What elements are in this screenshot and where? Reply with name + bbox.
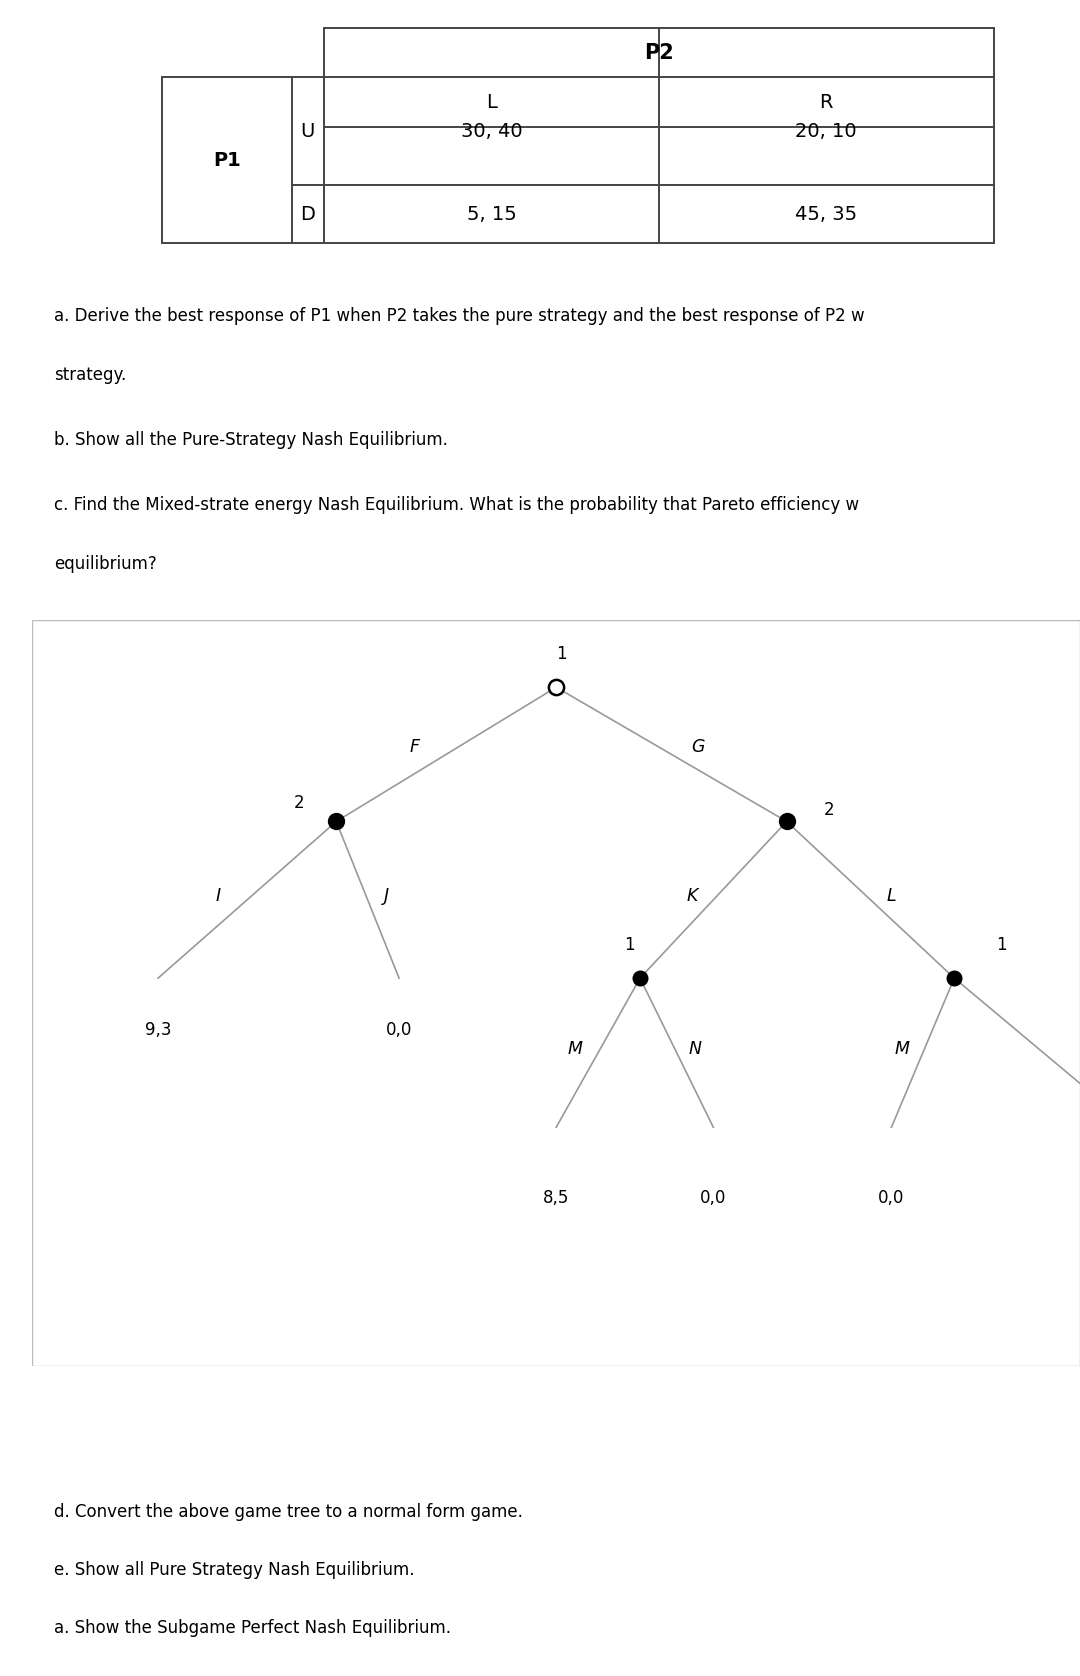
Point — [632, 965, 649, 992]
Text: R: R — [820, 92, 833, 112]
Text: 0,0: 0,0 — [386, 1021, 413, 1039]
Point — [946, 965, 963, 992]
Text: 2: 2 — [294, 794, 305, 811]
Text: 20, 10: 20, 10 — [795, 122, 858, 141]
Point — [548, 674, 565, 701]
Text: a. Show the Subgame Perfect Nash Equilibrium.: a. Show the Subgame Perfect Nash Equilib… — [54, 1619, 451, 1637]
Text: 0,0: 0,0 — [878, 1190, 905, 1207]
Text: I: I — [215, 887, 220, 905]
Text: 1: 1 — [624, 935, 635, 954]
Text: L: L — [486, 92, 497, 112]
Bar — [162, 77, 324, 243]
Text: G: G — [691, 737, 704, 756]
Text: c. Find the Mixed-strate energy Nash Equilibrium. What is the probability that P: c. Find the Mixed-strate energy Nash Equ… — [54, 496, 859, 515]
Text: 1: 1 — [556, 645, 567, 662]
Text: L: L — [887, 887, 896, 905]
Text: 45, 35: 45, 35 — [795, 204, 858, 225]
Text: 0,0: 0,0 — [700, 1190, 727, 1207]
Text: strategy.: strategy. — [54, 365, 126, 384]
Text: 30, 40: 30, 40 — [460, 122, 523, 141]
Text: 2: 2 — [823, 801, 834, 820]
Text: a. Derive the best response of P1 when P2 takes the pure strategy and the best r: a. Derive the best response of P1 when P… — [54, 307, 865, 325]
Text: P1: P1 — [213, 151, 241, 169]
Text: F: F — [409, 737, 420, 756]
Point — [778, 808, 795, 835]
Text: equilibrium?: equilibrium? — [54, 555, 157, 573]
Text: 9,3: 9,3 — [145, 1021, 172, 1039]
Point — [327, 808, 345, 835]
Bar — [324, 27, 994, 243]
Text: D: D — [300, 204, 315, 225]
Text: M: M — [568, 1041, 582, 1058]
Text: b. Show all the Pure-Strategy Nash Equilibrium.: b. Show all the Pure-Strategy Nash Equil… — [54, 431, 448, 449]
Text: K: K — [687, 887, 698, 905]
Text: 5, 15: 5, 15 — [467, 204, 516, 225]
Text: J: J — [383, 887, 389, 905]
Text: 8,5: 8,5 — [543, 1190, 569, 1207]
Text: N: N — [689, 1041, 702, 1058]
Text: P2: P2 — [644, 42, 674, 62]
Text: M: M — [894, 1041, 909, 1058]
Text: e. Show all Pure Strategy Nash Equilibrium.: e. Show all Pure Strategy Nash Equilibri… — [54, 1560, 415, 1579]
Text: 1: 1 — [996, 935, 1007, 954]
Text: d. Convert the above game tree to a normal form game.: d. Convert the above game tree to a norm… — [54, 1503, 523, 1522]
Text: U: U — [300, 122, 315, 141]
